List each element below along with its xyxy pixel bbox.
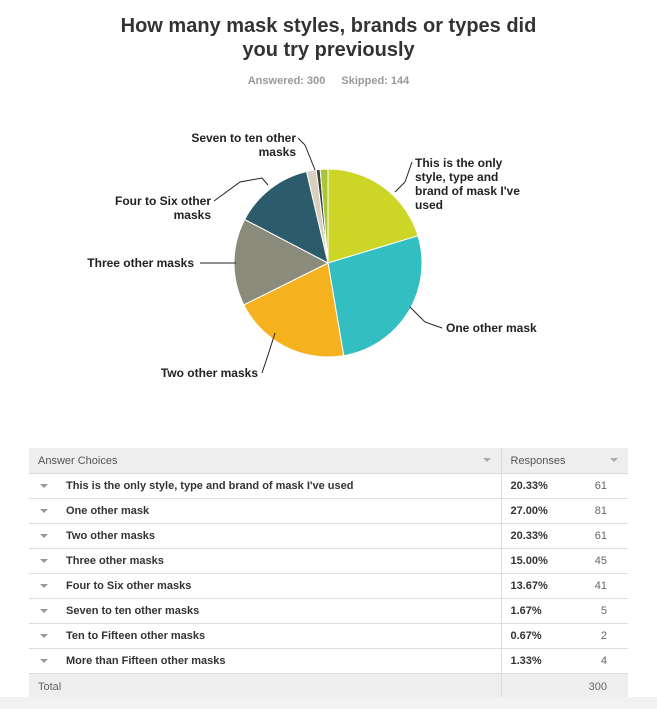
chart-title: How many mask styles, brands or types di… <box>0 14 657 62</box>
table-row: This is the only style, type and brand o… <box>29 473 629 499</box>
total-row: Total 300 <box>29 673 629 699</box>
slice-label-line: Seven to ten other <box>191 131 296 145</box>
slice-label-line: Three other masks <box>87 256 194 270</box>
response-percent: 13.67% <box>500 573 571 599</box>
pie-slice[interactable] <box>233 218 330 306</box>
response-count: 2 <box>571 623 629 649</box>
answer-choice-label: This is the only style, type and brand o… <box>66 480 354 492</box>
slice-label-line: Four to Six other <box>115 194 211 208</box>
row-expand-caret-icon[interactable] <box>40 659 48 664</box>
answer-choice-cell: This is the only style, type and brand o… <box>29 473 501 499</box>
slice-label: Four to Six other masks <box>115 194 211 222</box>
answer-choice-label: Four to Six other masks <box>66 580 192 592</box>
answer-choice-cell: Three other masks <box>29 548 501 574</box>
answer-choice-cell: Four to Six other masks <box>29 573 501 599</box>
sort-caret-icon[interactable] <box>482 458 491 462</box>
answer-choice-cell: More than Fifteen other masks <box>29 648 501 674</box>
pie-slice[interactable] <box>243 262 345 358</box>
response-percent: 27.00% <box>500 498 571 524</box>
pie-slice[interactable] <box>244 170 329 264</box>
response-stats: Answered: 300 Skipped: 144 <box>0 75 657 87</box>
chart-title-line-2: you try previously <box>242 39 415 61</box>
pie-slice[interactable] <box>319 168 329 264</box>
response-count: 4 <box>571 648 629 674</box>
answer-choice-label: Ten to Fifteen other masks <box>66 630 206 642</box>
response-count: 61 <box>571 473 629 499</box>
answer-choice-label: More than Fifteen other masks <box>66 655 226 667</box>
slice-label: One other mask <box>446 321 537 335</box>
slice-label: Two other masks <box>161 366 258 380</box>
row-expand-caret-icon[interactable] <box>40 484 48 489</box>
answer-choice-cell: Two other masks <box>29 523 501 549</box>
row-expand-caret-icon[interactable] <box>40 509 48 514</box>
leader-lines <box>200 137 443 374</box>
answered-count: Answered: 300 <box>247 75 326 87</box>
page-footer-bar <box>0 697 657 709</box>
table-row: Two other masks 20.33% 61 <box>29 523 629 549</box>
responses-header[interactable]: Responses <box>500 448 629 474</box>
table-row: Ten to Fifteen other masks 0.67% 2 <box>29 623 629 649</box>
slice-label-line: This is the only <box>415 156 503 170</box>
table-row: More than Fifteen other masks 1.33% 4 <box>29 648 629 674</box>
slice-label-line: masks <box>174 208 212 222</box>
answer-choice-label: One other mask <box>66 505 150 517</box>
total-label: Total <box>29 673 501 699</box>
response-count: 81 <box>571 498 629 524</box>
total-value: 300 <box>571 673 629 699</box>
response-percent: 20.33% <box>500 473 571 499</box>
slice-label: Seven to ten other masks <box>191 131 296 159</box>
chart-title-line-1: How many mask styles, brands or types di… <box>120 15 537 37</box>
answer-choice-cell: One other mask <box>29 498 501 524</box>
sort-caret-icon[interactable] <box>610 458 619 462</box>
slice-label-line: used <box>415 198 443 212</box>
row-expand-caret-icon[interactable] <box>40 534 48 539</box>
response-count: 5 <box>571 598 629 624</box>
leader-line <box>409 306 443 329</box>
row-expand-caret-icon[interactable] <box>40 634 48 639</box>
table-row: Four to Six other masks 13.67% 41 <box>29 573 629 599</box>
skipped-count: Skipped: 144 <box>341 75 410 87</box>
slice-label-line: masks <box>259 145 297 159</box>
table-row: One other mask 27.00% 81 <box>29 498 629 524</box>
pie-slices <box>233 168 423 358</box>
slice-label-line: One other mask <box>446 321 537 335</box>
response-count: 41 <box>571 573 629 599</box>
leader-line <box>297 137 316 171</box>
answer-choice-label: Seven to ten other masks <box>66 605 200 617</box>
slice-label: This is the only style, type and brand of … <box>415 156 520 212</box>
table-header: Answer Choices Responses <box>29 448 629 474</box>
table-row: Three other masks 15.00% 45 <box>29 548 629 574</box>
response-percent: 15.00% <box>500 548 571 574</box>
response-percent: 20.33% <box>500 523 571 549</box>
response-percent: 0.67% <box>500 623 571 649</box>
answer-choice-label: Three other masks <box>66 555 164 567</box>
pie-chart: This is the only style, type and brand of … <box>87 131 537 380</box>
row-expand-caret-icon[interactable] <box>40 609 48 614</box>
row-expand-caret-icon[interactable] <box>40 584 48 589</box>
slice-label: Three other masks <box>87 256 194 270</box>
slice-label-line: Two other masks <box>161 366 258 380</box>
response-percent: 1.67% <box>500 598 571 624</box>
table-row: Seven to ten other masks 1.67% 5 <box>29 598 629 624</box>
answer-choice-cell: Ten to Fifteen other masks <box>29 623 501 649</box>
slice-label-line: style, type and <box>415 170 498 184</box>
response-count: 45 <box>571 548 629 574</box>
leader-line <box>261 332 276 374</box>
slice-labels: This is the only style, type and brand of … <box>87 131 537 380</box>
slice-label-line: brand of mask I've <box>415 184 520 198</box>
row-expand-caret-icon[interactable] <box>40 559 48 564</box>
pie-slice[interactable] <box>327 235 423 357</box>
leader-line <box>394 161 413 193</box>
pie-slice[interactable] <box>327 168 419 264</box>
answer-choice-cell: Seven to ten other masks <box>29 598 501 624</box>
answer-choices-header[interactable]: Answer Choices <box>29 448 501 474</box>
response-count: 61 <box>571 523 629 549</box>
leader-line <box>213 177 269 202</box>
response-percent: 1.33% <box>500 648 571 674</box>
answer-choice-label: Two other masks <box>66 530 156 542</box>
responses-table: Answer Choices Responses This is the onl… <box>29 448 629 699</box>
